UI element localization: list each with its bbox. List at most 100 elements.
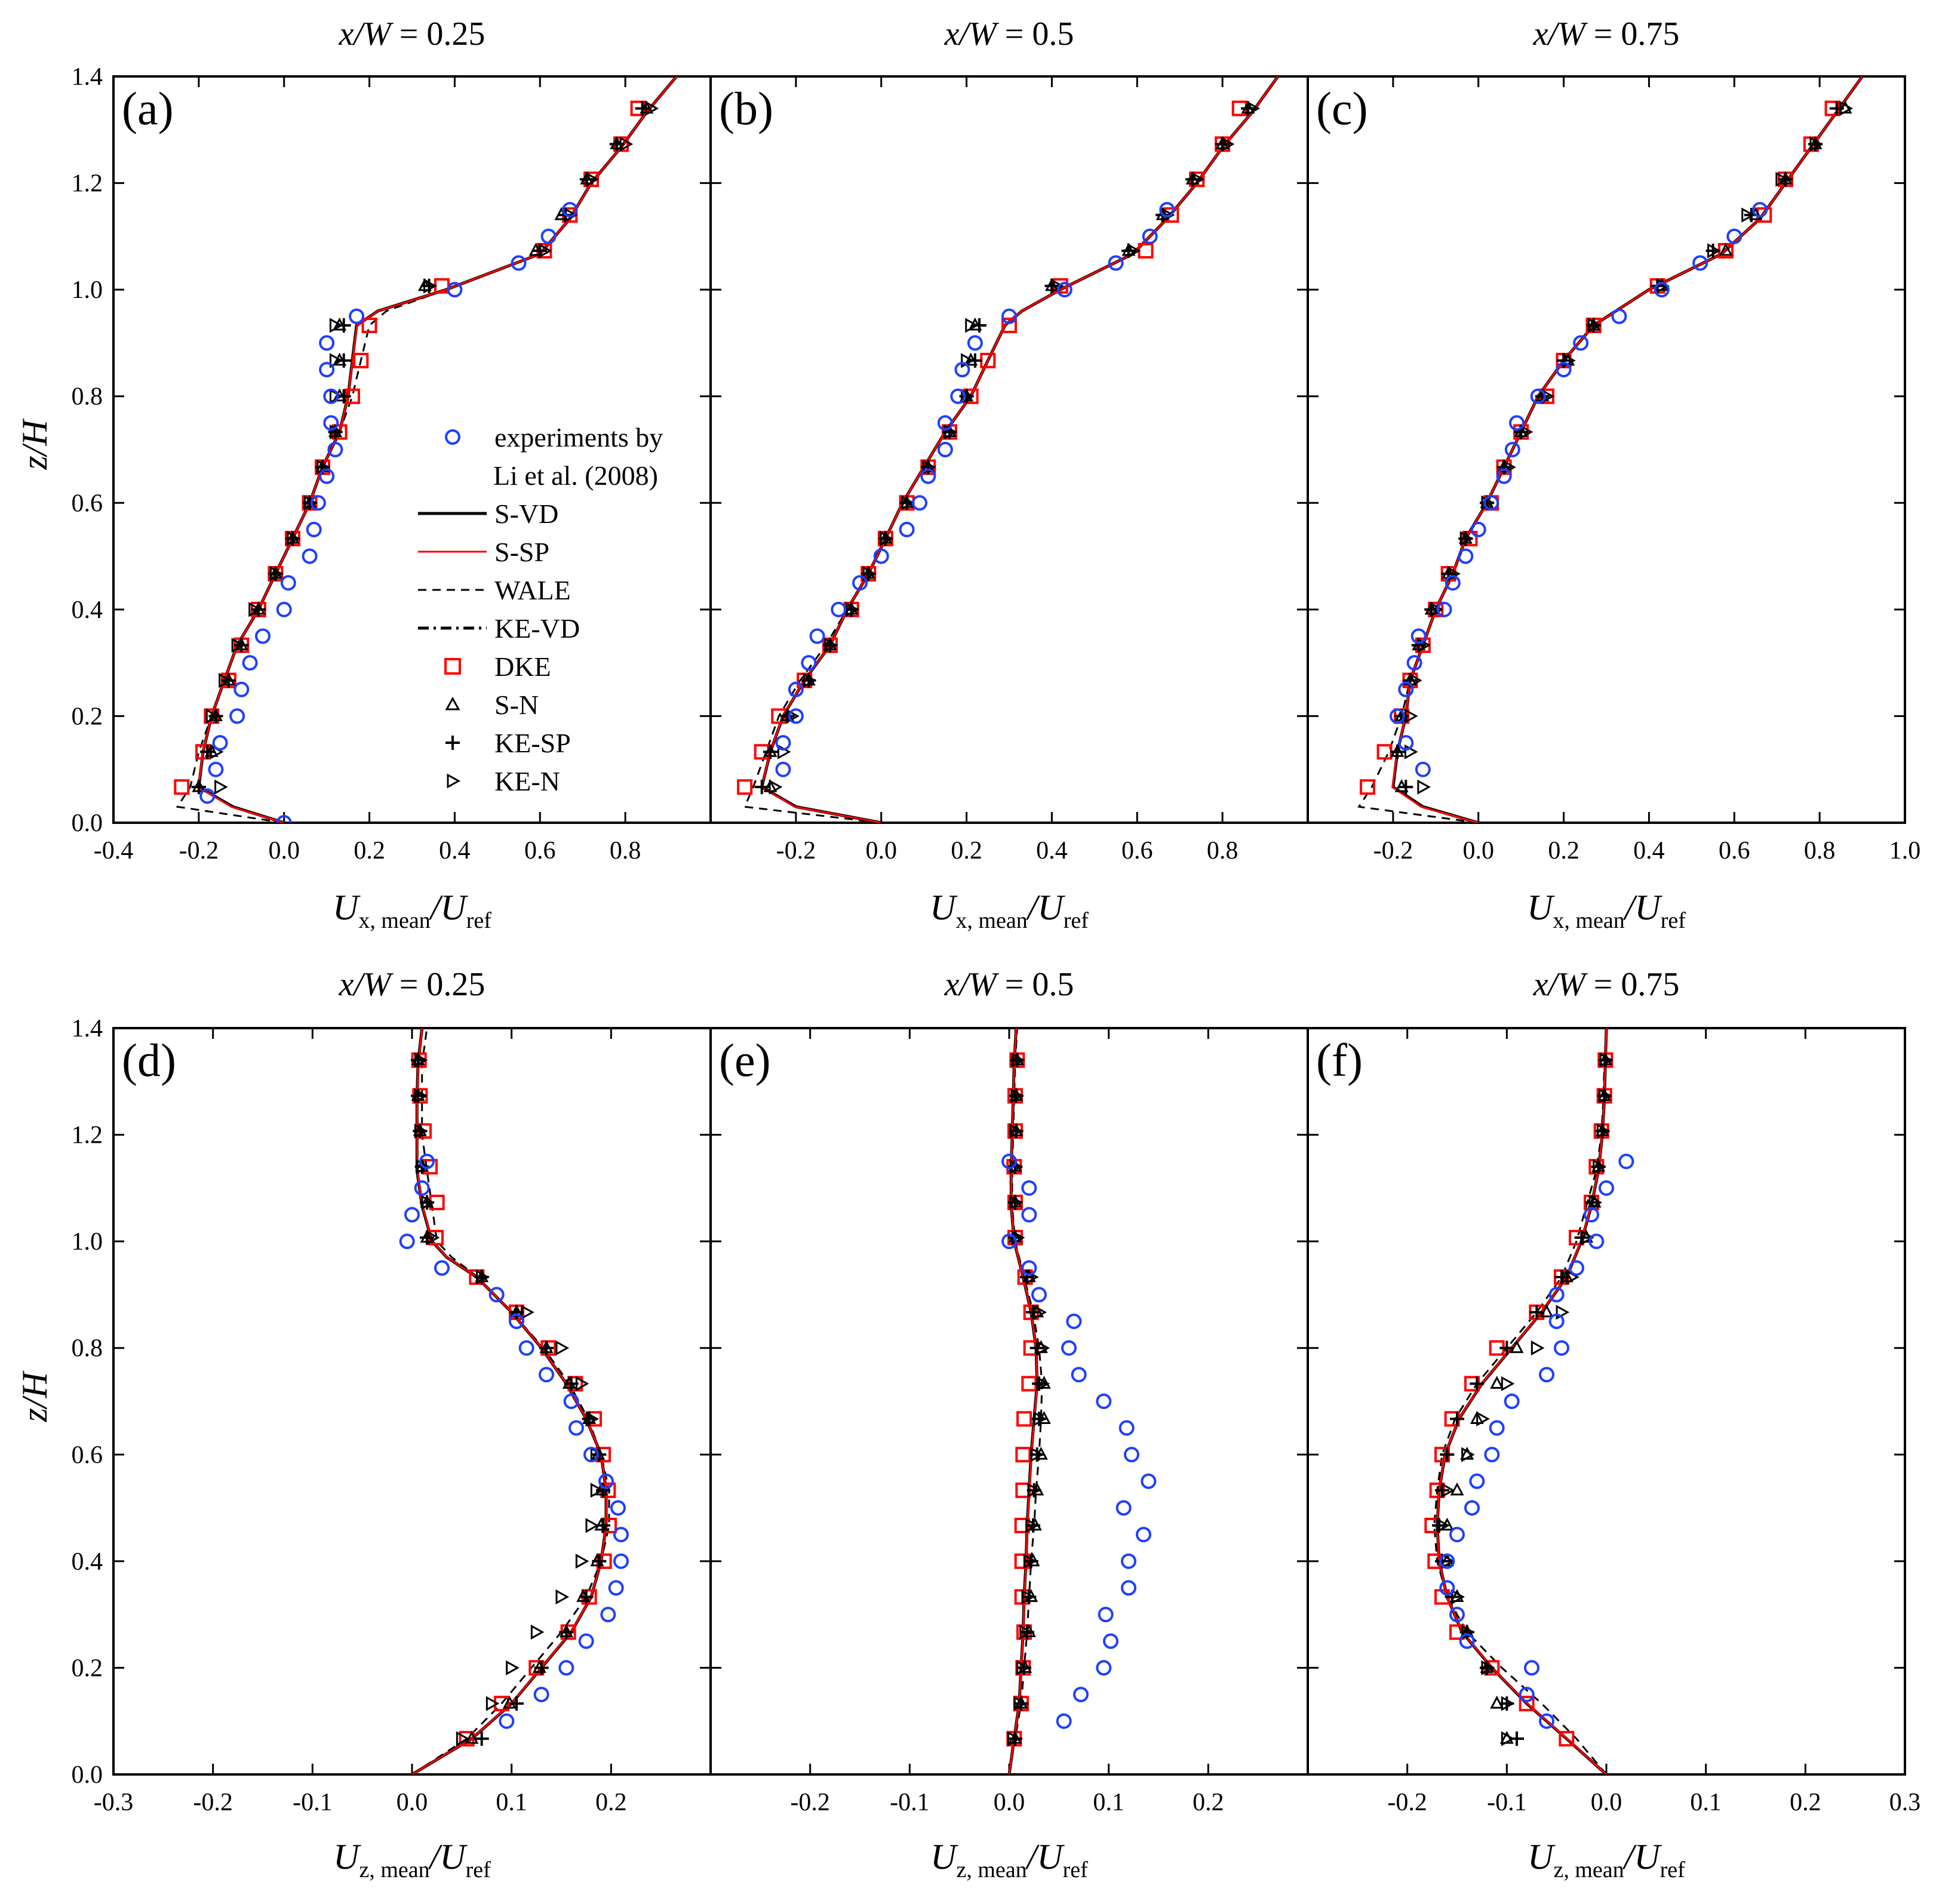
marker-ken [555, 1340, 570, 1356]
marker-experiment [302, 548, 318, 564]
panel-label-f: (f) [1316, 1034, 1363, 1086]
marker-ken [1588, 318, 1602, 333]
marker-kesp [1450, 1411, 1464, 1426]
marker-experiment [1142, 228, 1158, 244]
marker-experiment [1509, 415, 1525, 431]
marker-ken [901, 495, 915, 510]
marker-ken [1593, 1159, 1606, 1174]
marker-ken [1050, 278, 1064, 294]
x-tick-label: 0.2 [1790, 1789, 1821, 1816]
marker-experiment [1483, 495, 1499, 511]
y-tick-label: 0.2 [72, 703, 103, 730]
marker-experiment [558, 1660, 574, 1676]
marker-experiment [809, 628, 825, 644]
marker-ken [1461, 1447, 1475, 1462]
marker-experiment [1115, 1500, 1132, 1516]
marker-ken [329, 318, 343, 333]
marker-experiment [511, 255, 527, 271]
legend-marker-dke [444, 658, 461, 675]
marker-experiment [1449, 1527, 1465, 1543]
marker-dke [1559, 1731, 1575, 1747]
marker-ken [1023, 1554, 1037, 1569]
marker-ken [585, 1411, 600, 1427]
marker-ken [585, 171, 600, 187]
legend-marker-experiment [445, 429, 460, 445]
marker-ken [1036, 1376, 1050, 1392]
y-tick-label: 0.4 [72, 1548, 103, 1576]
marker-experiment [1470, 521, 1486, 537]
y-tick-label: 1.4 [72, 1015, 103, 1042]
marker-dke [361, 317, 377, 333]
panel-label-d: (d) [122, 1034, 176, 1086]
x-tick-label: -0.3 [94, 1789, 134, 1816]
x-tick-label: 0.2 [1548, 837, 1579, 865]
marker-ken [1409, 673, 1422, 688]
y-tick-label: 0.8 [72, 383, 103, 411]
x-tick-label: 0.2 [595, 1789, 627, 1816]
marker-sn [1450, 1482, 1464, 1496]
marker-kesp [336, 389, 351, 404]
marker-dke [459, 1731, 475, 1747]
legend-label-sn: S-N [494, 690, 539, 720]
y-tick-label: 0.8 [72, 1335, 103, 1362]
marker-experiment [1103, 1633, 1118, 1649]
marker-experiment [1445, 575, 1461, 591]
panel-label-c: (c) [1316, 82, 1368, 134]
marker-ken [1011, 1053, 1025, 1068]
marker-ken [1404, 708, 1418, 724]
marker-experiment [1410, 628, 1427, 644]
plot-area-c [1357, 76, 1864, 823]
marker-experiment [568, 1420, 584, 1436]
marker-ken [1581, 1230, 1594, 1245]
marker-experiment [1548, 1314, 1565, 1330]
marker-ken [1417, 638, 1431, 653]
marker-sn [465, 1730, 479, 1744]
marker-kesp [635, 101, 650, 116]
marker-ken [1007, 1731, 1021, 1746]
marker-ken [521, 1305, 534, 1320]
marker-experiment [1071, 1367, 1087, 1383]
x-tick-label: 0.0 [994, 1789, 1025, 1816]
y-tick-label: 1.2 [72, 170, 103, 198]
marker-experiment [276, 601, 292, 617]
marker-ken [329, 353, 343, 368]
marker-kesp [534, 1660, 549, 1675]
marker-ken [555, 1589, 570, 1605]
marker-ken [1016, 1660, 1030, 1675]
marker-ken [1021, 1589, 1035, 1605]
x-tick-label: -0.1 [1487, 1789, 1527, 1816]
y-tick-label: 0.2 [72, 1654, 103, 1682]
x-tick-label: 0.8 [610, 837, 641, 865]
marker-ken [965, 318, 979, 333]
marker-ken [1430, 602, 1444, 617]
marker-experiment [488, 1287, 505, 1303]
legend-label-ken: KE-N [494, 766, 560, 796]
x-axis-title-f: Uz, mean/Uref [1528, 1837, 1685, 1883]
x-tick-label: 1.0 [1889, 837, 1921, 865]
marker-ken [304, 495, 318, 510]
marker-ken [1027, 1482, 1041, 1498]
marker-experiment [229, 708, 245, 724]
marker-ken [944, 424, 958, 440]
x-tick-label: 0.6 [1719, 837, 1750, 865]
marker-kesp [1026, 1305, 1040, 1319]
y-tick-label: 0.0 [72, 1761, 103, 1789]
marker-experiment [419, 1154, 435, 1170]
marker-experiment [310, 495, 326, 511]
marker-ken [619, 136, 634, 152]
marker-experiment [1524, 1660, 1539, 1676]
marker-experiment [1459, 1633, 1475, 1649]
marker-ken [329, 424, 343, 440]
legend-label-wale: WALE [494, 575, 571, 605]
marker-ken [1556, 1305, 1570, 1320]
x-tick-label: 0.0 [1591, 1789, 1622, 1816]
marker-ken [456, 1731, 470, 1746]
marker-ken [1019, 1625, 1033, 1640]
marker-experiment [613, 1527, 629, 1543]
marker-experiment [1573, 335, 1589, 351]
marker-dke [174, 779, 190, 795]
marker-kesp [1440, 1447, 1455, 1462]
marker-ken [1436, 1518, 1450, 1533]
marker-experiment [562, 202, 578, 218]
marker-ken [1501, 1696, 1515, 1711]
